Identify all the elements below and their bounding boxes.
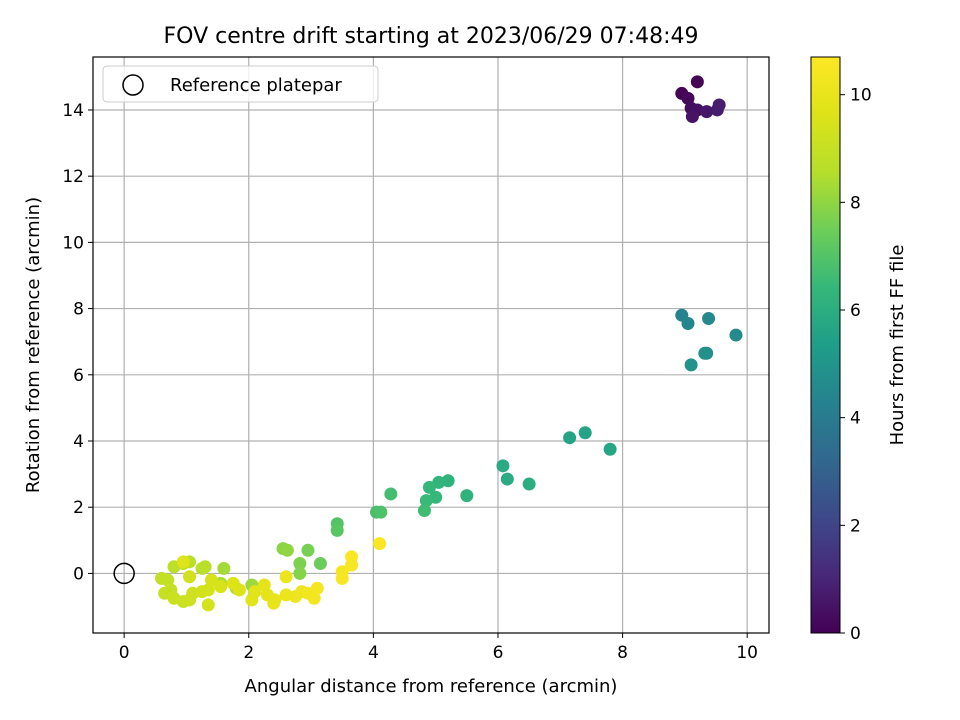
legend-marker-open-circle [122,74,144,96]
data-point [373,537,387,551]
y-axis-ticks: 0 2 4 6 8 10 12 14 [62,101,93,584]
data-point [279,570,293,584]
data-point [307,591,321,605]
data-point [374,505,388,519]
legend: Reference platepar [102,65,379,103]
data-point [578,426,592,440]
colorbar-ticks: 0 2 4 6 8 10 [840,86,872,644]
data-point [729,328,743,342]
data-point [419,494,433,508]
y-tick-label: 14 [62,101,84,121]
data-point [681,316,695,330]
data-point [204,573,218,587]
data-point [702,312,716,326]
data-point [293,556,307,570]
legend-box [102,65,379,103]
data-point [280,543,294,557]
data-point [301,543,315,557]
data-point [345,550,359,564]
data-points [155,75,743,612]
data-point [685,110,699,124]
data-point [214,580,228,594]
data-point [232,583,246,597]
data-point [460,489,474,503]
colorbar-tick-label: 10 [850,86,872,106]
colorbar-tick-label: 0 [850,624,861,644]
data-point [217,561,231,575]
y-tick-label: 12 [62,167,84,187]
x-axis-ticks: 0 2 4 6 8 10 [119,633,758,663]
data-point [201,583,215,597]
data-point [563,431,577,445]
x-tick-label: 8 [617,643,628,663]
grid-lines [93,57,769,633]
data-point [712,98,726,112]
data-point [500,472,514,486]
chart-title: FOV centre drift starting at 2023/06/29 … [164,24,699,49]
y-tick-label: 10 [62,233,84,253]
colorbar-tick-label: 6 [850,301,861,321]
x-axis-label: Angular distance from reference (arcmin) [245,676,618,697]
data-point [257,578,271,592]
data-point [700,105,714,119]
data-point [267,596,281,610]
data-point [183,570,197,584]
data-point [330,523,344,537]
data-point [293,566,307,580]
data-point [690,75,704,89]
data-point [201,598,215,612]
reference-marker-group [113,562,135,585]
data-point [417,504,431,518]
legend-entry-reference-platepar: Reference platepar [170,75,342,96]
data-point [335,571,349,585]
data-point [684,358,698,372]
y-tick-label: 0 [73,564,84,584]
colorbar-tick-label: 2 [850,516,861,536]
x-tick-label: 0 [119,643,130,663]
x-tick-label: 2 [243,643,254,663]
data-point [176,555,190,569]
plot-area-frame [92,56,770,634]
data-point [310,581,324,595]
colorbar-label: Hours from first FF file [887,245,908,446]
data-point [195,561,209,575]
x-tick-label: 6 [493,643,504,663]
data-point [681,91,695,105]
data-point [155,571,169,585]
data-point [245,593,259,607]
data-point [698,346,712,360]
colorbar-tick-label: 4 [850,409,861,429]
y-tick-label: 6 [73,366,84,386]
y-tick-label: 8 [73,300,84,320]
data-point [522,477,536,491]
data-point [496,459,510,473]
data-point [313,556,327,570]
x-tick-label: 10 [736,643,758,663]
y-tick-label: 4 [73,432,84,452]
colorbar [810,56,841,634]
data-point [422,480,436,494]
reference-platepar-marker [113,562,135,585]
data-point [384,487,398,501]
data-point [603,442,617,456]
x-tick-label: 4 [368,643,379,663]
y-tick-label: 2 [73,498,84,518]
colorbar-tick-label: 8 [850,193,861,213]
y-axis-label: Rotation from reference (arcmin) [23,197,44,493]
